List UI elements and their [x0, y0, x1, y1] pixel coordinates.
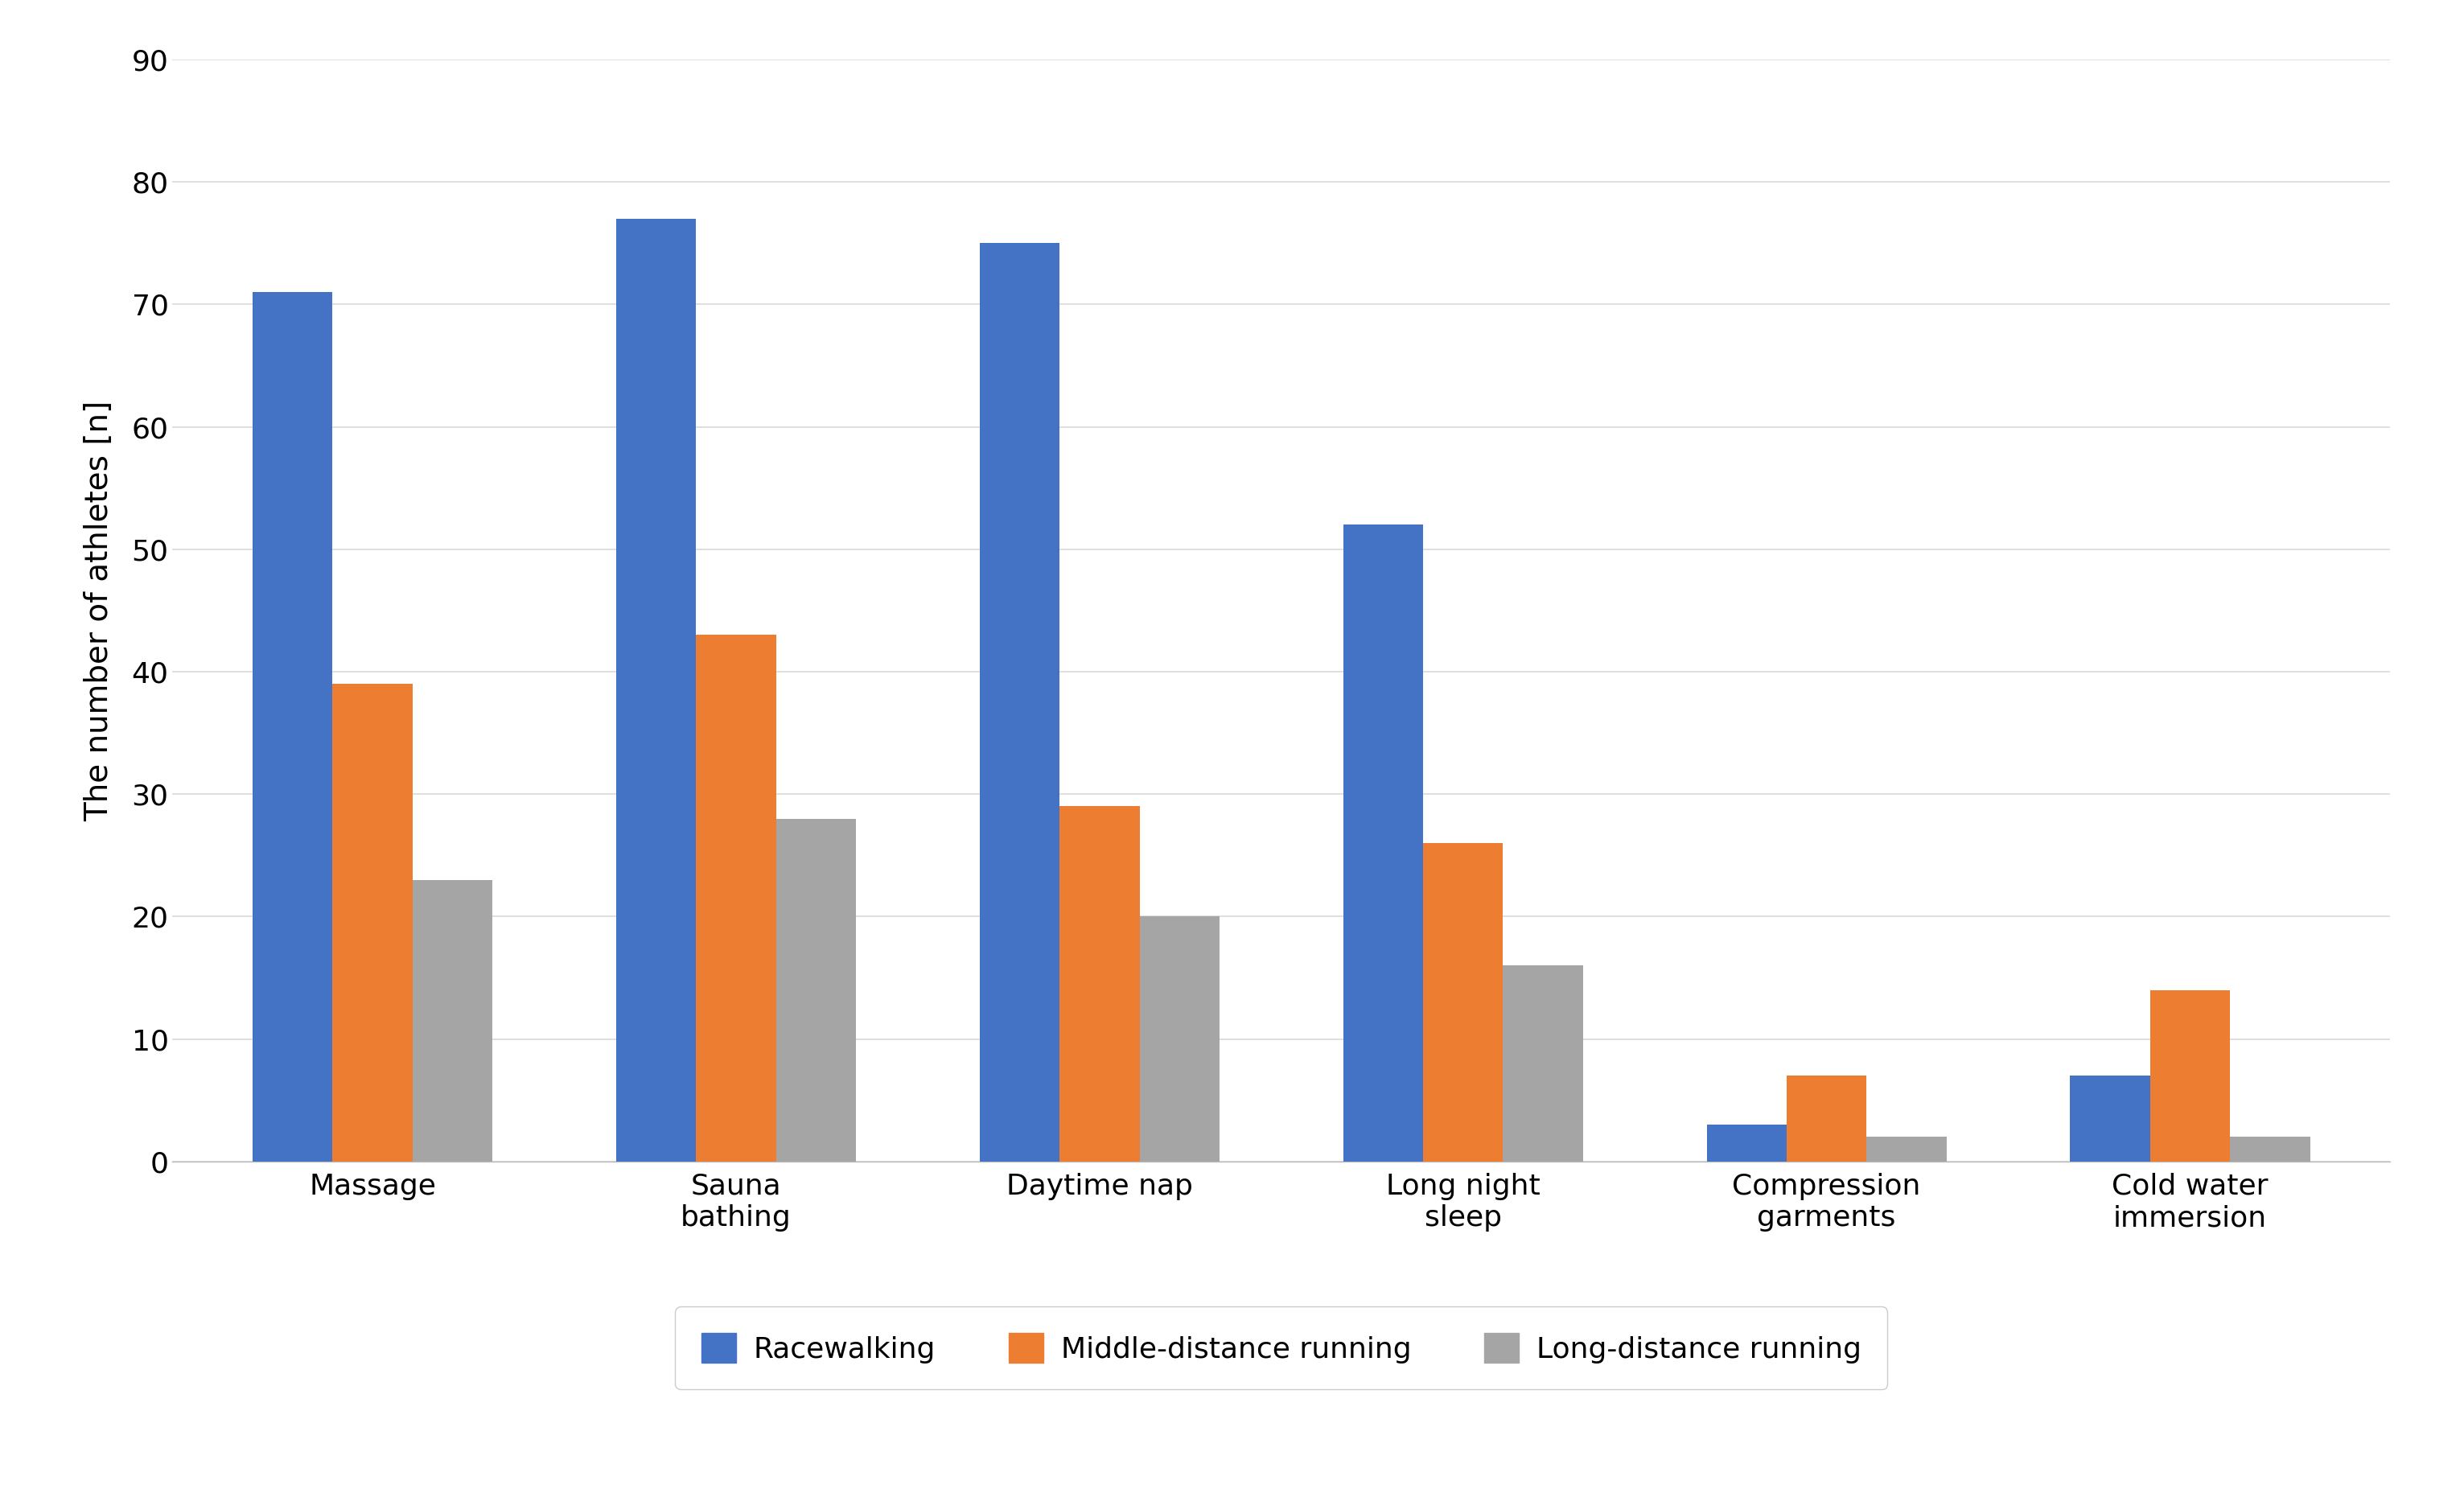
Bar: [2070, 1075, 2151, 1161]
Y-axis label: The number of athletes [n]: The number of athletes [n]: [84, 401, 116, 820]
Bar: [1343, 524, 1424, 1161]
Bar: [251, 292, 333, 1161]
Bar: [1138, 917, 1220, 1161]
Legend: Racewalking, Middle-distance running, Long-distance running: Racewalking, Middle-distance running, Lo…: [675, 1307, 1887, 1389]
Bar: [776, 819, 855, 1161]
Bar: [1868, 1138, 1947, 1161]
Bar: [1708, 1124, 1786, 1161]
Bar: [1424, 843, 1503, 1161]
Bar: [981, 243, 1060, 1161]
Bar: [333, 683, 411, 1161]
Bar: [2230, 1138, 2311, 1161]
Bar: [1503, 965, 1582, 1161]
Bar: [695, 634, 776, 1161]
Bar: [616, 219, 695, 1161]
Bar: [1060, 807, 1138, 1161]
Bar: [411, 880, 493, 1161]
Bar: [2151, 990, 2230, 1161]
Bar: [1786, 1075, 1868, 1161]
